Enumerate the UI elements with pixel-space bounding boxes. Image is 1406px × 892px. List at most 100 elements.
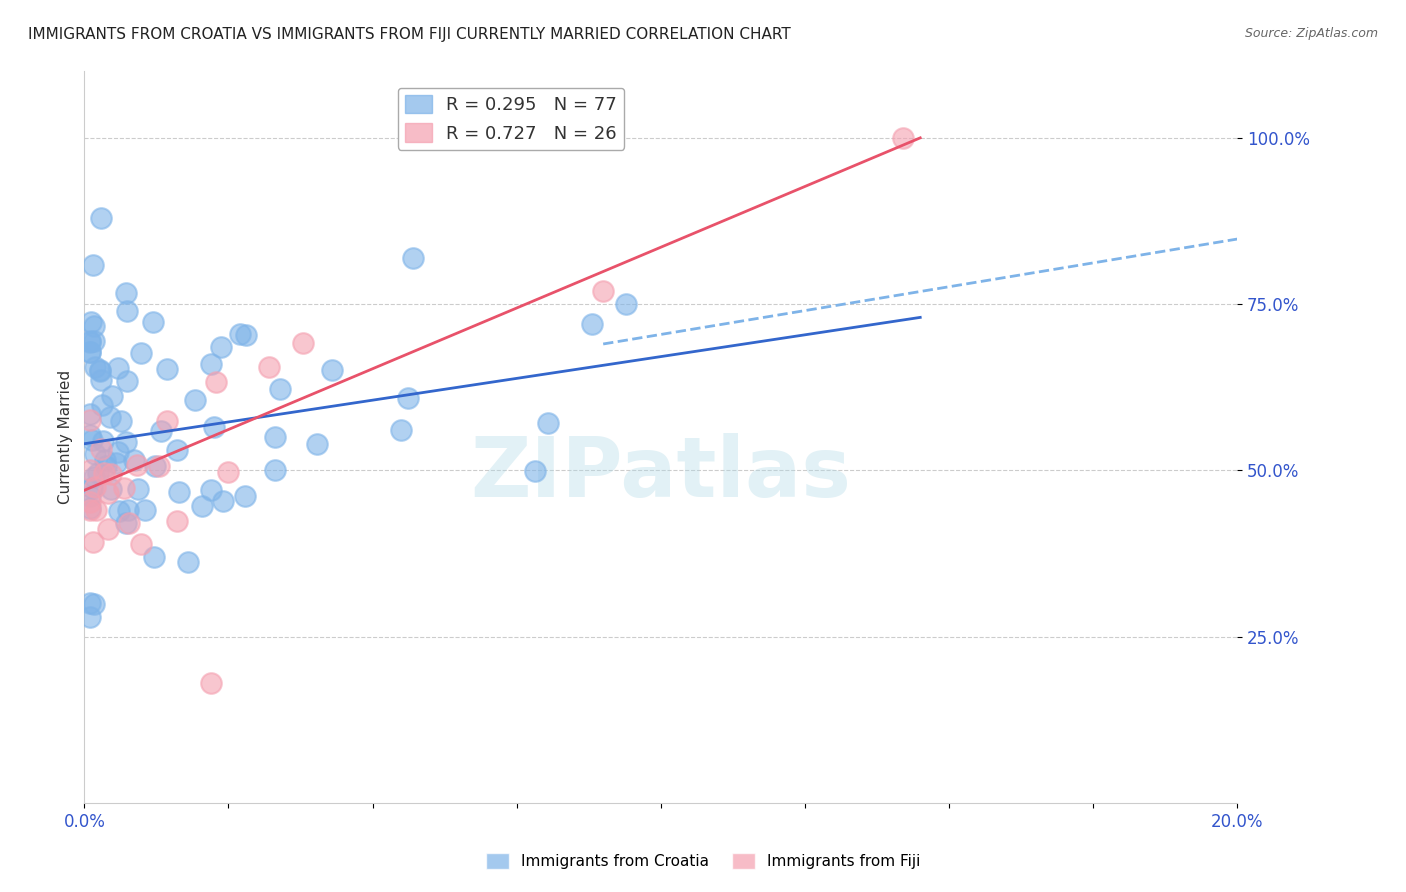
Point xyxy=(218,465,240,479)
Point xyxy=(79,407,101,421)
Point xyxy=(117,304,139,318)
Point xyxy=(191,499,214,513)
Point xyxy=(83,447,105,461)
Point xyxy=(94,458,117,473)
Point xyxy=(94,453,117,467)
Point xyxy=(100,467,122,482)
Point xyxy=(143,459,166,474)
Point xyxy=(90,442,112,456)
Legend: R = 0.295   N = 77, R = 0.727   N = 26: R = 0.295 N = 77, R = 0.727 N = 26 xyxy=(398,87,624,150)
Point xyxy=(125,458,148,472)
Point xyxy=(84,480,107,494)
Point xyxy=(229,326,252,341)
Point xyxy=(90,211,112,225)
Point xyxy=(82,434,104,448)
Point xyxy=(292,335,315,350)
Point xyxy=(134,503,156,517)
Point xyxy=(115,374,138,388)
Point xyxy=(149,424,172,438)
Point xyxy=(112,481,135,495)
Point xyxy=(79,609,101,624)
Point xyxy=(127,482,149,496)
Point xyxy=(264,430,287,444)
Point xyxy=(104,456,127,470)
Point xyxy=(107,360,129,375)
Point xyxy=(581,317,603,331)
Point xyxy=(82,481,104,495)
Point xyxy=(202,419,225,434)
Point xyxy=(235,489,257,503)
Point xyxy=(124,452,146,467)
Point xyxy=(177,555,200,569)
Point xyxy=(79,495,101,509)
Point xyxy=(97,522,120,536)
Text: Source: ZipAtlas.com: Source: ZipAtlas.com xyxy=(1244,27,1378,40)
Point xyxy=(235,328,257,343)
Point xyxy=(115,286,138,301)
Point xyxy=(82,534,104,549)
Point xyxy=(114,434,136,449)
Point xyxy=(79,413,101,427)
Point xyxy=(402,251,425,265)
Point xyxy=(212,494,235,508)
Point xyxy=(83,597,105,611)
Point xyxy=(305,437,328,451)
Point xyxy=(200,676,222,690)
Point xyxy=(184,393,207,408)
Point xyxy=(205,375,228,389)
Point xyxy=(93,466,115,480)
Point xyxy=(321,363,343,377)
Point xyxy=(118,516,141,530)
Point xyxy=(142,549,165,564)
Point xyxy=(148,458,170,473)
Point xyxy=(211,340,233,354)
Point xyxy=(79,345,101,359)
Point xyxy=(79,334,101,349)
Point xyxy=(257,359,280,374)
Point xyxy=(115,516,138,531)
Point xyxy=(83,318,105,333)
Point xyxy=(79,427,101,442)
Point xyxy=(89,363,111,377)
Point xyxy=(129,346,152,360)
Point xyxy=(91,434,114,448)
Point xyxy=(90,398,112,412)
Point xyxy=(79,596,101,610)
Point xyxy=(80,315,103,329)
Point xyxy=(166,442,188,457)
Point xyxy=(79,488,101,502)
Point xyxy=(142,315,165,329)
Point xyxy=(83,470,105,484)
Point xyxy=(156,414,179,428)
Point xyxy=(101,389,124,403)
Y-axis label: Currently Married: Currently Married xyxy=(58,370,73,504)
Point xyxy=(391,424,413,438)
Point xyxy=(200,357,222,371)
Point xyxy=(87,467,110,481)
Point xyxy=(79,500,101,515)
Point xyxy=(79,345,101,359)
Point xyxy=(891,131,914,145)
Point xyxy=(166,515,188,529)
Point xyxy=(129,536,152,550)
Point xyxy=(79,334,101,349)
Point xyxy=(117,503,139,517)
Point xyxy=(269,382,291,396)
Point xyxy=(614,297,637,311)
Point xyxy=(79,462,101,476)
Legend: Immigrants from Croatia, Immigrants from Fiji: Immigrants from Croatia, Immigrants from… xyxy=(479,847,927,875)
Point xyxy=(524,464,547,478)
Text: ZIPatlas: ZIPatlas xyxy=(471,434,851,514)
Point xyxy=(396,391,419,405)
Point xyxy=(110,414,132,428)
Point xyxy=(156,362,179,376)
Point xyxy=(82,258,104,272)
Point xyxy=(84,503,107,517)
Point xyxy=(167,485,190,500)
Point xyxy=(200,483,222,498)
Point xyxy=(83,334,105,349)
Point xyxy=(263,463,285,477)
Point xyxy=(90,373,112,387)
Point xyxy=(79,503,101,517)
Point xyxy=(107,445,129,459)
